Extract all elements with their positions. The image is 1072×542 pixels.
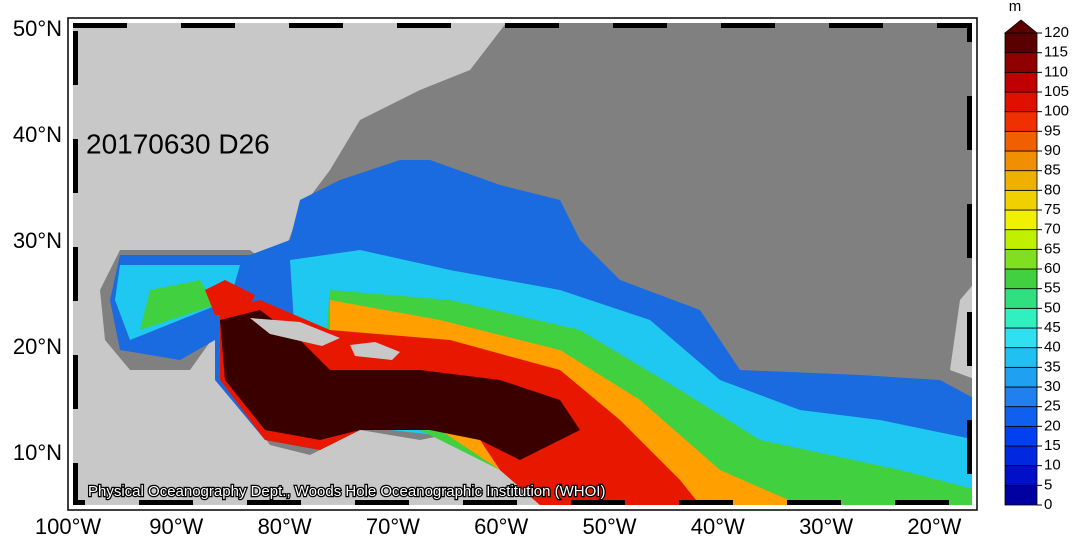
colorbar-tick-label: 60 xyxy=(1044,260,1061,277)
color-bin xyxy=(1004,248,1038,270)
color-bin xyxy=(1004,366,1038,388)
colorbar: 0 5 10 15 20 25 30 35 40 45 50 55 60 65 70 75 80 85 90 95 10… xyxy=(1003,19,1069,513)
map-area xyxy=(73,23,972,505)
color-bin xyxy=(1004,189,1038,211)
color-bin xyxy=(1004,111,1038,132)
colorbar-tick-label: 90 xyxy=(1044,142,1061,159)
lon-labels: 100°W 90°W 80°W 70°W 60°W 50°W 40°W 30°W 20°W xyxy=(35,514,962,539)
color-bin xyxy=(1004,484,1038,506)
color-bin xyxy=(1004,71,1038,93)
colorbar-tick-label: 120 xyxy=(1044,24,1069,41)
colorbar-tick-label: 110 xyxy=(1044,63,1068,80)
lat-label: 30°N xyxy=(13,228,62,253)
lon-label: 50°W xyxy=(582,514,636,539)
color-bin xyxy=(1004,386,1038,408)
lon-label: 100°W xyxy=(35,514,102,539)
color-bin xyxy=(1004,52,1038,73)
color-bin xyxy=(1004,425,1038,447)
colorbar-tick-label: 5 xyxy=(1044,476,1052,493)
date-label: 20170630 D26 xyxy=(86,128,270,159)
credit: Physical Oceanography Dept., Woods Hole … xyxy=(88,483,605,500)
lat-label: 20°N xyxy=(13,334,62,359)
colorbar-tick-label: 20 xyxy=(1044,417,1061,434)
colorbar-tick-label: 35 xyxy=(1044,358,1061,375)
color-bin xyxy=(1004,170,1038,191)
colorbar-tick-label: 45 xyxy=(1044,319,1061,336)
color-bin xyxy=(1004,288,1038,309)
colorbar-tick-label: 25 xyxy=(1044,398,1061,415)
colorbar-tick-label: 95 xyxy=(1044,122,1061,139)
color-bin xyxy=(1004,150,1038,172)
colorbar-tick-label: 0 xyxy=(1044,496,1052,513)
island xyxy=(350,342,400,360)
color-bin xyxy=(1004,347,1038,368)
color-bin xyxy=(1004,307,1038,329)
lon-label: 90°W xyxy=(149,514,203,539)
colorbar-tick-label: 85 xyxy=(1044,162,1061,179)
lon-label: 70°W xyxy=(366,514,420,539)
land xyxy=(73,23,557,505)
colorbar-tick-label: 65 xyxy=(1044,240,1061,257)
colorbar-tick-label: 80 xyxy=(1044,181,1061,198)
colorbar-tick-label: 40 xyxy=(1044,339,1061,356)
colorbar-unit: m xyxy=(1009,0,1022,15)
island xyxy=(250,318,340,346)
colorbar-tick-label: 30 xyxy=(1044,378,1061,395)
colorbar-tick-label: 105 xyxy=(1044,83,1069,100)
colorbar-tick-label: 115 xyxy=(1044,44,1068,61)
colorbar-arrow xyxy=(1003,19,1039,34)
color-bin xyxy=(1004,91,1038,113)
lat-label: 50°N xyxy=(13,16,62,41)
color-bin xyxy=(1004,445,1038,467)
ssh-field xyxy=(205,280,255,315)
ssh-field xyxy=(220,310,580,460)
lon-label: 80°W xyxy=(258,514,312,539)
land xyxy=(950,285,972,379)
color-bin xyxy=(1004,406,1038,427)
color-bin xyxy=(1004,327,1038,349)
lat-label: 40°N xyxy=(13,122,62,147)
color-bin xyxy=(1004,465,1038,486)
colorbar-tick-label: 55 xyxy=(1044,280,1061,297)
color-bin xyxy=(1004,229,1038,250)
ssh-field xyxy=(140,280,215,330)
lon-label: 20°W xyxy=(907,514,961,539)
lon-label: 40°W xyxy=(691,514,745,539)
color-bin xyxy=(1004,130,1038,152)
lon-label: 30°W xyxy=(799,514,853,539)
colorbar-tick-label: 75 xyxy=(1044,201,1061,218)
frame-outline xyxy=(67,17,978,511)
color-bin xyxy=(1004,268,1038,290)
colorbar-tick-label: 15 xyxy=(1044,437,1061,454)
colorbar-tick-label: 100 xyxy=(1044,103,1069,120)
lat-label: 10°N xyxy=(13,440,62,465)
lon-label: 60°W xyxy=(474,514,528,539)
color-bin xyxy=(1004,209,1038,231)
colorbar-tick-label: 10 xyxy=(1044,457,1061,474)
colorbar-tick-label: 50 xyxy=(1044,299,1061,316)
colorbar-tick-label: 70 xyxy=(1044,221,1061,238)
color-bin xyxy=(1004,32,1038,54)
